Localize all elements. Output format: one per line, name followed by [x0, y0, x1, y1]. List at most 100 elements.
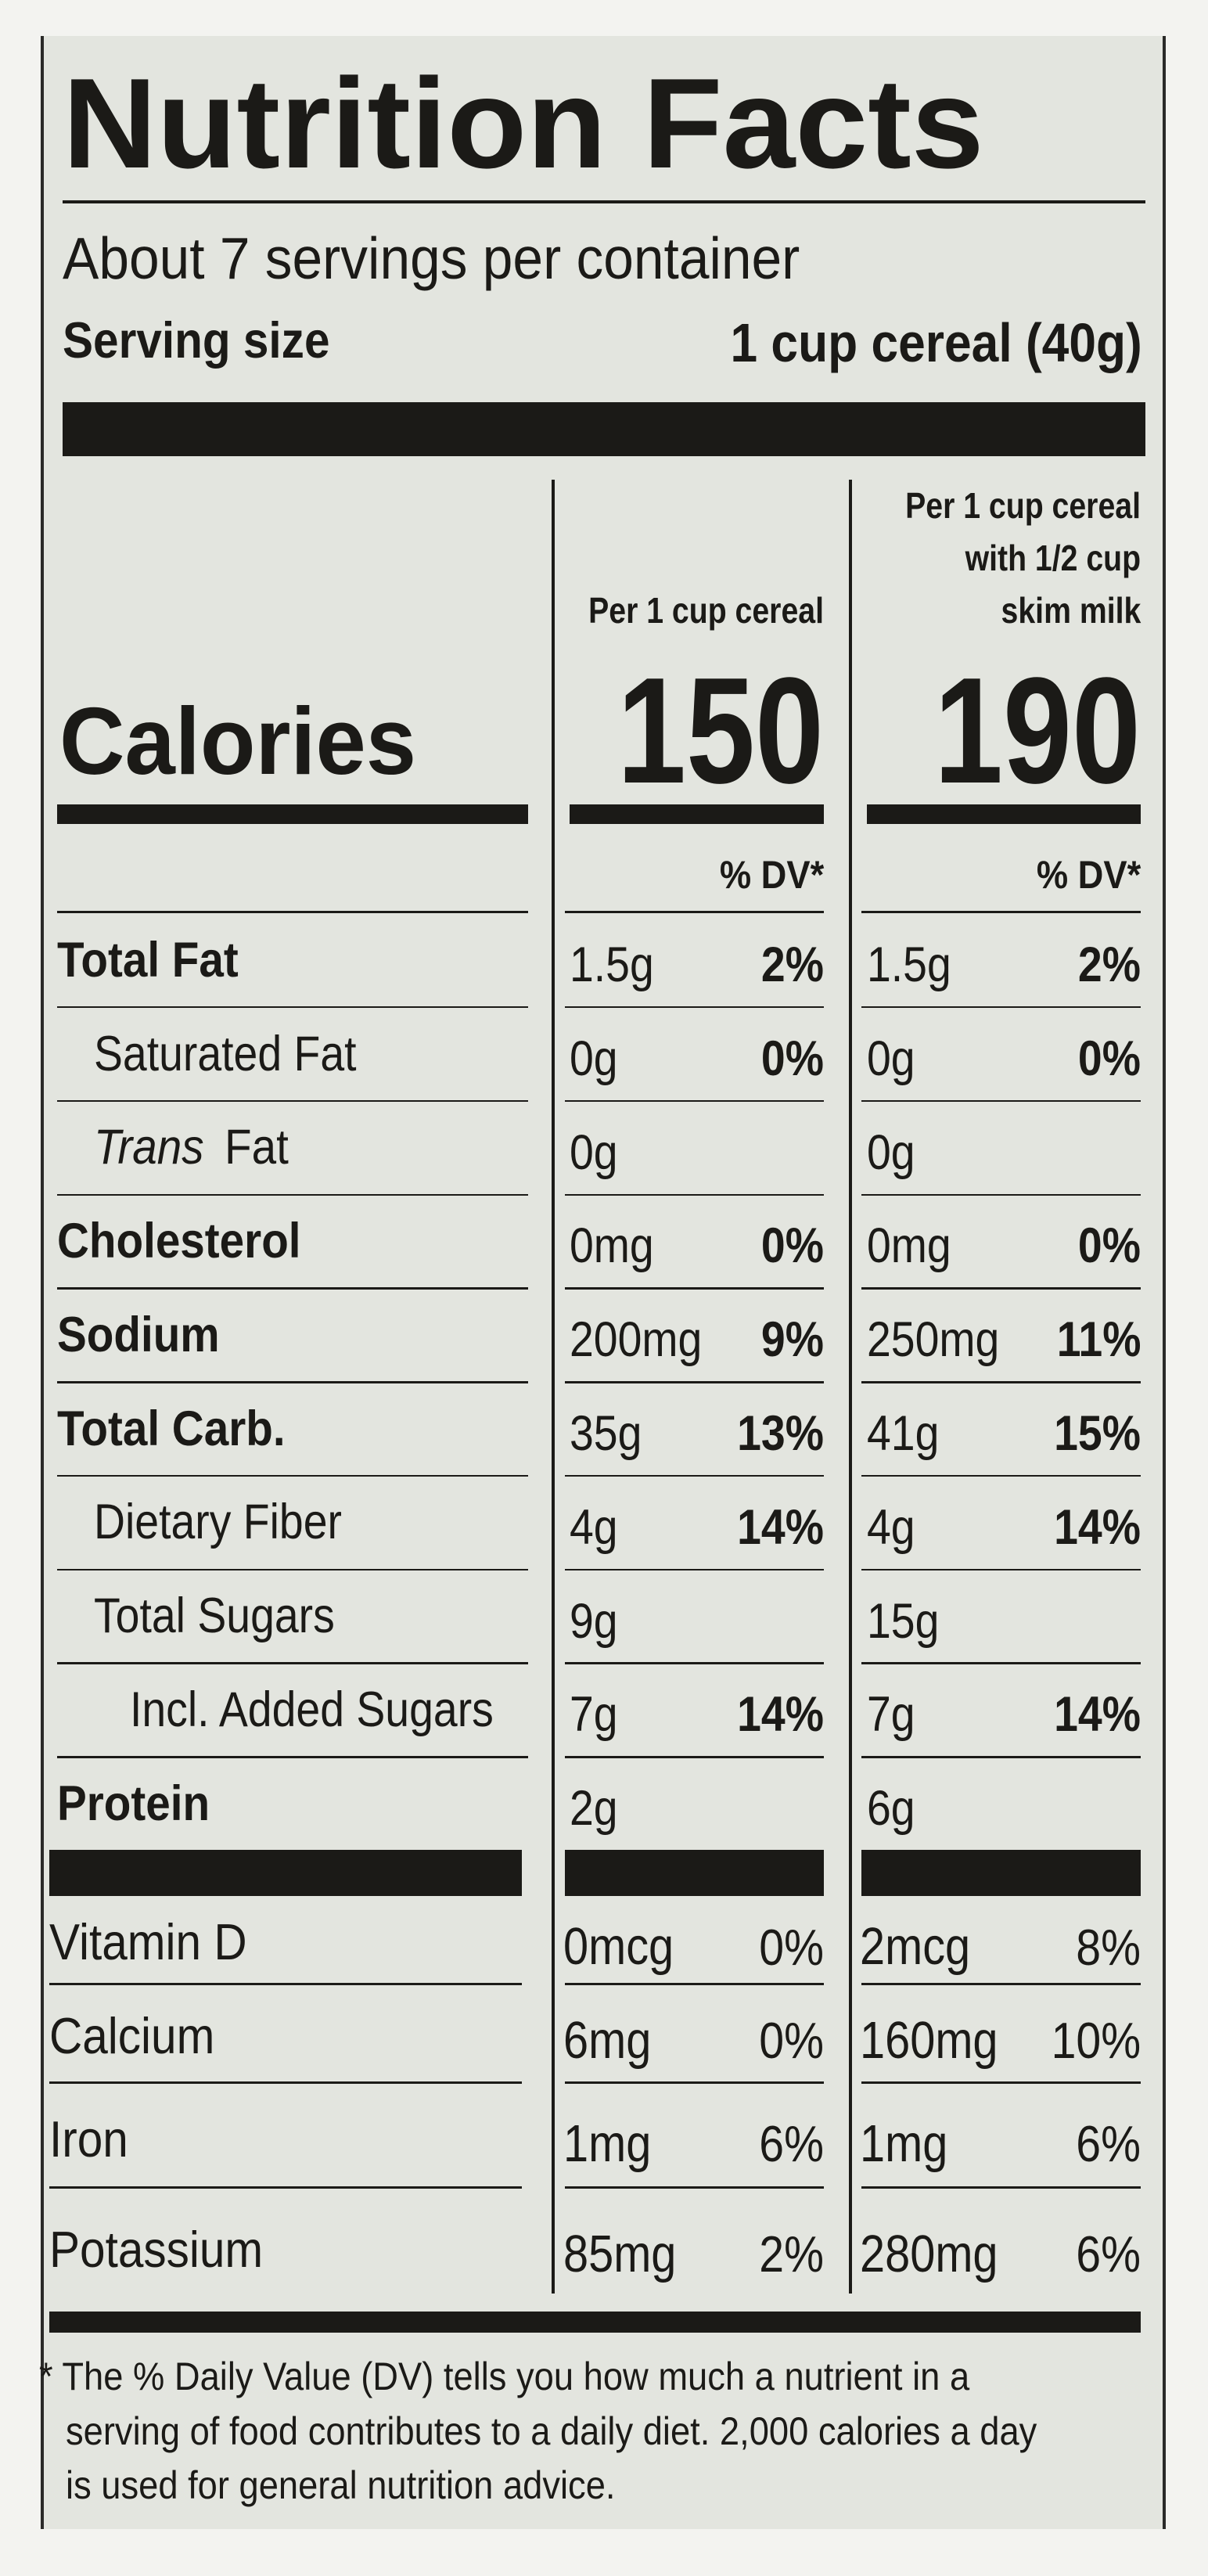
daily-value: 8% [1076, 1918, 1141, 1976]
amount: 41g [866, 1405, 940, 1461]
thick-bar [49, 2311, 1141, 2333]
row-line [564, 2081, 825, 2085]
nutrient-name: Dietary Fiber [93, 1495, 342, 1550]
amount: 4g [569, 1499, 618, 1555]
row-line [564, 1099, 825, 1103]
amount: 280mg [860, 2224, 998, 2283]
amount: 7g [569, 1687, 618, 1743]
thick-bar [861, 1850, 1141, 1896]
row-line [861, 1193, 1141, 1196]
calories-value: 190 [933, 646, 1141, 815]
amount: 1.5g [569, 937, 654, 993]
amount: 1mg [563, 2114, 651, 2174]
calories-value: 150 [617, 646, 825, 815]
amount: 85mg [563, 2224, 676, 2283]
nutrient-name: Sodium [57, 1307, 221, 1362]
nutrient-name: Total Sugars [93, 1588, 335, 1644]
daily-value: 6% [1076, 2225, 1141, 2283]
column-divider [551, 479, 555, 2294]
amount: 6mg [563, 2011, 651, 2071]
row-line [564, 911, 825, 913]
amount: 0mg [866, 1218, 951, 1274]
row-line [861, 1287, 1141, 1290]
row-line [564, 1568, 825, 1571]
title: Nutrition Facts [62, 51, 984, 195]
amount: 4g [866, 1499, 915, 1555]
row-line [861, 1983, 1141, 1986]
row-line [57, 1568, 529, 1571]
nutrient-name: Saturated Fat [93, 1026, 357, 1081]
row-line [564, 1287, 825, 1290]
row-line [564, 1006, 825, 1009]
row-line [57, 1756, 529, 1758]
row-line [57, 1099, 529, 1103]
amount: 6g [866, 1781, 915, 1837]
row-line [564, 2186, 825, 2189]
amount: 1.5g [866, 937, 951, 993]
amount: 1mg [860, 2114, 948, 2174]
rule [62, 200, 1146, 204]
amount: 160mg [860, 2011, 998, 2071]
thick-bar [62, 401, 1146, 457]
row-line [57, 1662, 529, 1664]
row-line [57, 1006, 529, 1009]
amount: 2mcg [860, 1917, 971, 1977]
amount: 0g [569, 1124, 618, 1180]
dv-header: % DV* [1036, 851, 1141, 897]
nutrient-name: Total Fat [57, 932, 239, 988]
daily-value: 6% [1076, 2115, 1141, 2173]
footnote: is used for general nutrition advice. [65, 2462, 616, 2507]
row-line [861, 1756, 1141, 1758]
thick-bar [49, 1850, 523, 1896]
column-header: Per 1 cup cereal [905, 485, 1141, 527]
amount: 35g [569, 1405, 642, 1461]
amount: 0mcg [563, 1917, 674, 1977]
daily-value: 0% [1077, 1218, 1141, 1274]
amount: 0g [569, 1031, 618, 1086]
column-header: with 1/2 cup [965, 538, 1141, 579]
nutrient-name: Protein [57, 1775, 210, 1831]
row-line [57, 1474, 529, 1477]
nutrient-name: Trans [93, 1120, 204, 1175]
row-line [49, 2186, 523, 2189]
row-line [57, 1193, 529, 1196]
row-line [564, 1662, 825, 1664]
thick-bar [866, 804, 1141, 825]
vitamin-name: Calcium [49, 2006, 215, 2064]
daily-value: 2% [1077, 937, 1141, 993]
daily-value: 11% [1056, 1312, 1141, 1368]
daily-value: 0% [761, 1031, 825, 1086]
footnote: serving of food contributes to a daily d… [65, 2408, 1037, 2453]
daily-value: 10% [1051, 2012, 1141, 2070]
calories-label: Calories [59, 688, 416, 795]
daily-value: 0% [759, 1918, 825, 1976]
row-line [564, 1381, 825, 1383]
row-line [49, 2081, 523, 2085]
nutrient-name: Total Carb. [57, 1401, 286, 1456]
row-line [861, 911, 1141, 913]
daily-value: 9% [761, 1312, 825, 1368]
daily-value: 2% [759, 2225, 825, 2283]
row-line [861, 1662, 1141, 1664]
row-line [861, 1006, 1141, 1009]
thick-bar [57, 804, 529, 825]
daily-value: 0% [1077, 1031, 1141, 1086]
daily-value: 14% [1054, 1687, 1141, 1743]
vitamin-name: Iron [49, 2110, 128, 2168]
servings: About 7 servings per container [62, 225, 800, 292]
row-line [57, 1381, 529, 1383]
daily-value: 15% [1054, 1405, 1141, 1461]
row-line [564, 1983, 825, 1986]
row-line [861, 1099, 1141, 1103]
row-line [861, 2186, 1141, 2189]
column-header: skim milk [1001, 590, 1141, 631]
daily-value: 14% [737, 1499, 825, 1555]
row-line [564, 1756, 825, 1758]
daily-value: 14% [737, 1687, 825, 1743]
footnote: * The % Daily Value (DV) tells you how m… [39, 2354, 970, 2399]
amount: 9g [569, 1593, 618, 1649]
daily-value: 14% [1054, 1499, 1141, 1555]
thick-bar [564, 1850, 825, 1896]
